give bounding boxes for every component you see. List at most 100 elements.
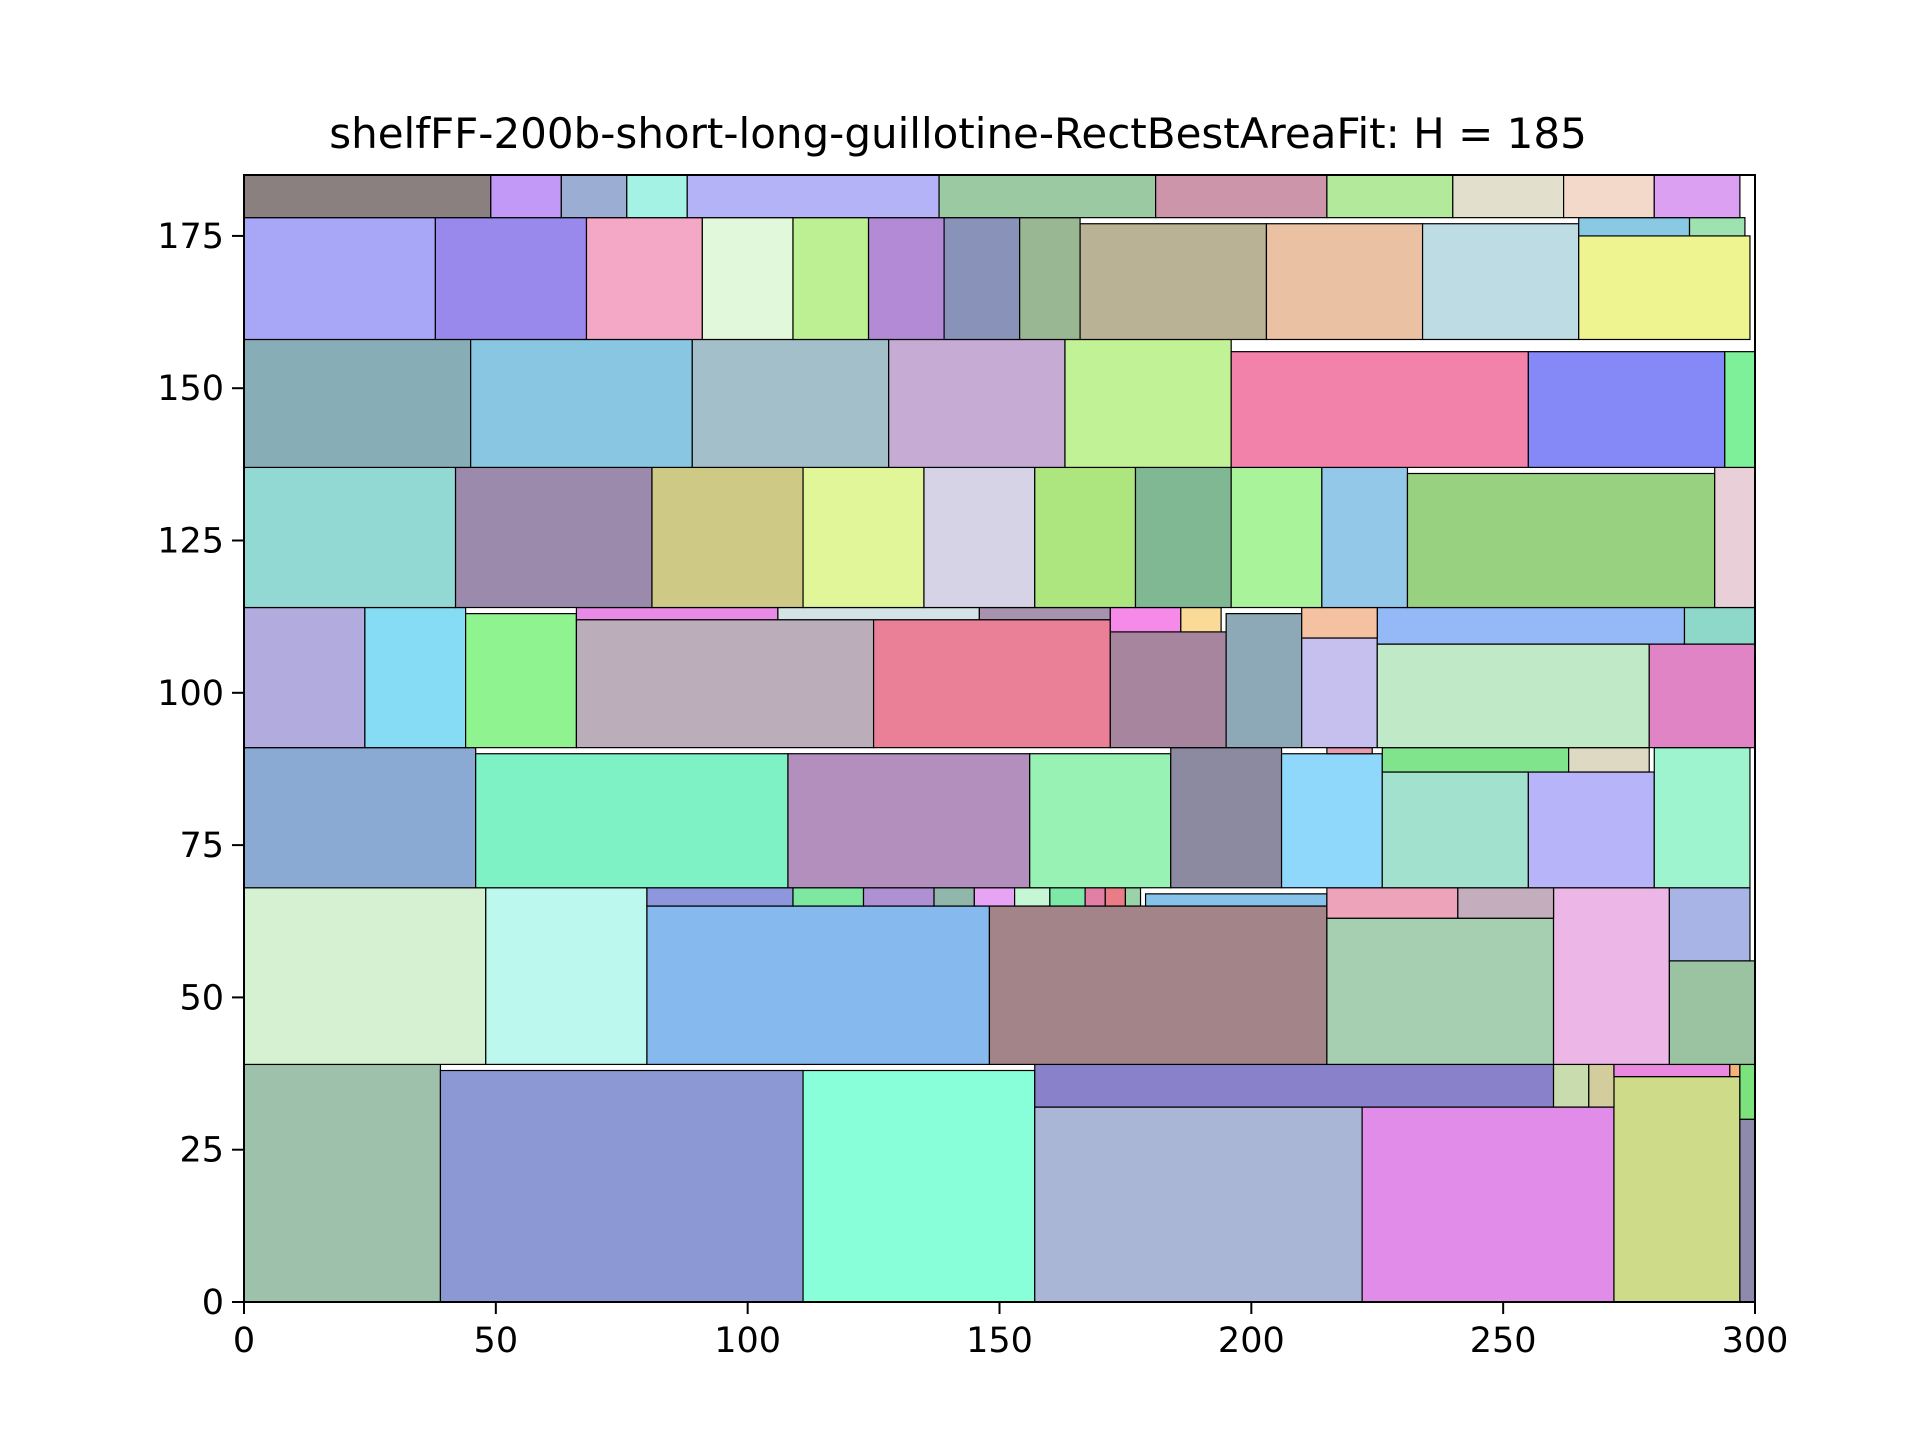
packed-rect-100 [626, 175, 688, 219]
packed-rect-66 [651, 466, 804, 609]
packed-rect-119 [1181, 23, 1252, 114]
packed-rect-95 [1578, 217, 1691, 237]
packed-rect-74 [1714, 466, 1755, 609]
y-tick-label-125: 125 [157, 522, 224, 562]
packed-rect-82 [1724, 351, 1755, 469]
packed-rect-32 [1326, 887, 1459, 919]
packed-rect-60 [978, 606, 1111, 621]
packed-rect-113 [581, 23, 762, 114]
packed-rect-127 [1705, 17, 1740, 29]
packed-rect-9 [1588, 1063, 1615, 1108]
packed-rect-130 [516, 0, 642, 17]
packed-rect-132 [717, 0, 788, 17]
packed-rect-2 [802, 1069, 1036, 1302]
y-tick-label-0: 0 [202, 1283, 224, 1323]
packed-rect-31 [1144, 893, 1328, 907]
packed-rect-87 [792, 217, 870, 341]
packed-rect-111 [476, 17, 536, 114]
packed-rect-126 [1594, 17, 1705, 29]
packed-rect-133 [788, 0, 853, 17]
packed-rect-1 [439, 1069, 804, 1302]
packed-rect-16 [988, 905, 1328, 1066]
packed-rect-129 [385, 0, 516, 17]
x-tick-label-200: 200 [1218, 1321, 1285, 1361]
packed-rect-65 [454, 466, 653, 609]
packed-rect-80 [1230, 351, 1529, 469]
packed-rect-11 [1729, 1063, 1741, 1078]
packed-rect-61 [1109, 606, 1182, 633]
packed-rect-139 [1730, 0, 1750, 17]
packed-rect-135 [1115, 0, 1337, 17]
packed-rect-131 [642, 0, 718, 17]
packed-rect-120 [1251, 23, 1301, 114]
packed-rect-99 [560, 175, 628, 219]
packed-rect-121 [1302, 29, 1453, 114]
packed-rect-107 [1653, 175, 1741, 219]
packed-rect-77 [691, 338, 890, 469]
packed-rect-103 [1155, 175, 1328, 219]
packed-rect-102 [938, 175, 1157, 219]
packed-rect-86 [701, 217, 794, 341]
packed-rect-97 [244, 175, 492, 219]
packed-rect-104 [1326, 175, 1454, 219]
packed-rect-48 [465, 613, 578, 749]
packed-rect-42 [1653, 747, 1751, 889]
packed-rect-124 [1740, 29, 1755, 114]
packed-rect-22 [792, 887, 865, 907]
packed-rect-91 [1079, 223, 1268, 341]
packed-rect-8 [1552, 1063, 1590, 1108]
plot-axes: 0 50 100 150 200 250 300 0 25 50 75 100 125 150 175 [157, 174, 1788, 1361]
packed-rect-64 [244, 466, 457, 609]
packed-rect-81 [1527, 351, 1726, 469]
packed-rect-45 [1326, 747, 1373, 755]
y-tick-label-50: 50 [179, 978, 224, 1018]
packed-rect-12 [1739, 1063, 1755, 1120]
packed-rect-56 [1376, 606, 1686, 645]
x-tick-label-150: 150 [966, 1321, 1033, 1361]
packed-rect-25 [973, 887, 1016, 907]
packed-rect-41 [1527, 771, 1655, 889]
x-tick-label-50: 50 [474, 1321, 519, 1361]
packed-rect-112 [536, 17, 581, 114]
packed-rect-105 [1452, 175, 1565, 219]
packed-rect-123 [1599, 29, 1740, 114]
packed-rect-118 [1105, 23, 1181, 114]
packed-rect-47 [364, 606, 467, 749]
packed-rect-43 [1381, 747, 1570, 773]
packed-rectangles [244, 0, 1755, 1302]
packed-rect-128 [244, 0, 385, 17]
packed-rect-136 [1337, 0, 1488, 17]
packed-rect-44 [1568, 747, 1650, 773]
packed-rect-58 [575, 606, 779, 621]
packed-rect-5 [1613, 1075, 1741, 1302]
packed-rect-72 [1321, 466, 1409, 609]
packed-rect-13 [244, 887, 487, 1066]
packed-rect-138 [1619, 0, 1730, 17]
packed-rect-51 [1109, 631, 1227, 749]
packed-rect-0 [244, 1063, 442, 1302]
packed-rect-94 [1578, 235, 1751, 341]
packed-rect-96 [1688, 217, 1746, 237]
packed-rect-17 [1326, 917, 1555, 1066]
packed-rect-85 [585, 217, 703, 341]
packed-rect-67 [802, 466, 925, 609]
packed-rect-20 [1668, 887, 1751, 962]
x-tick-label-0: 0 [233, 1321, 255, 1361]
packed-rect-28 [1084, 887, 1106, 907]
packed-rect-117 [1030, 23, 1106, 114]
packed-rect-33 [1457, 887, 1555, 919]
y-tick-label-25: 25 [179, 1131, 224, 1171]
packed-rect-79 [1064, 338, 1232, 469]
y-tick-label-100: 100 [157, 674, 224, 714]
packed-rect-23 [862, 887, 935, 907]
packed-rect-89 [943, 217, 1021, 341]
y-tick-label-75: 75 [179, 826, 224, 866]
packed-rect-101 [686, 175, 940, 219]
packed-rect-40 [1381, 771, 1529, 889]
packed-rect-7 [1034, 1063, 1555, 1108]
packed-rect-53 [1301, 637, 1378, 749]
packed-rect-46 [244, 606, 366, 749]
packed-rect-108 [244, 17, 325, 114]
packed-rect-69 [1034, 466, 1137, 609]
